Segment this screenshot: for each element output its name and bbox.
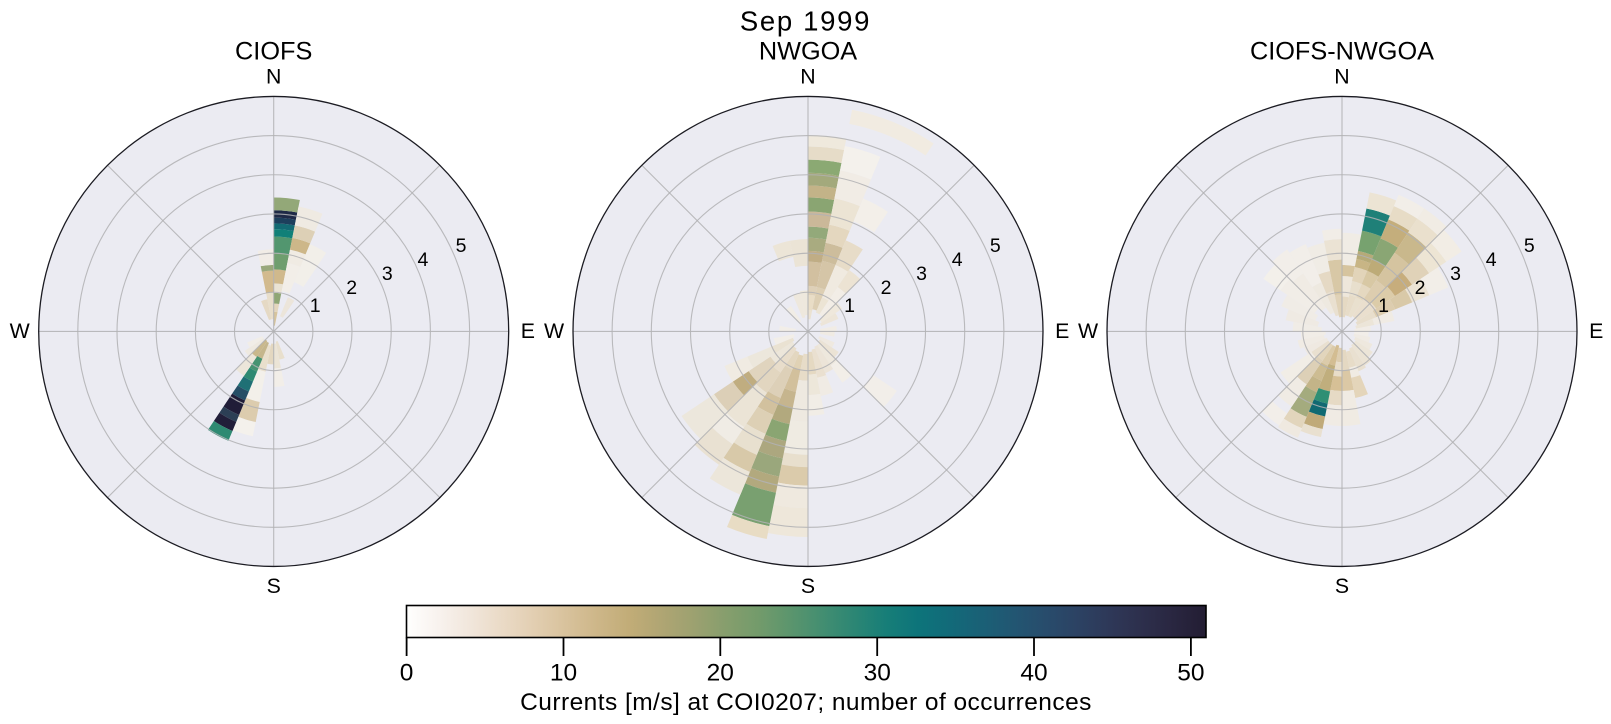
svg-text:N: N xyxy=(800,65,815,89)
svg-text:W: W xyxy=(10,319,31,343)
svg-text:E: E xyxy=(1055,319,1069,343)
svg-text:1: 1 xyxy=(844,295,855,317)
svg-text:E: E xyxy=(1589,319,1603,343)
svg-text:W: W xyxy=(544,319,565,343)
svg-text:Sep 1999: Sep 1999 xyxy=(740,5,871,36)
svg-text:W: W xyxy=(1078,319,1099,343)
svg-text:5: 5 xyxy=(456,235,467,257)
svg-text:5: 5 xyxy=(1524,235,1535,257)
svg-text:CIOFS-NWGOA: CIOFS-NWGOA xyxy=(1250,38,1434,66)
svg-text:4: 4 xyxy=(952,249,963,271)
svg-text:20: 20 xyxy=(707,660,734,687)
svg-text:2: 2 xyxy=(881,277,892,299)
svg-text:3: 3 xyxy=(382,263,393,285)
svg-text:1: 1 xyxy=(1378,295,1389,317)
svg-text:2: 2 xyxy=(346,277,357,299)
svg-text:4: 4 xyxy=(417,249,428,271)
svg-text:N: N xyxy=(1334,65,1349,89)
svg-text:4: 4 xyxy=(1486,249,1497,271)
svg-text:3: 3 xyxy=(1450,263,1461,285)
svg-text:0: 0 xyxy=(400,660,414,687)
svg-text:E: E xyxy=(521,319,535,343)
svg-text:NWGOA: NWGOA xyxy=(759,38,857,66)
svg-text:CIOFS: CIOFS xyxy=(235,38,312,66)
svg-text:10: 10 xyxy=(550,660,577,687)
svg-text:5: 5 xyxy=(990,235,1001,257)
svg-text:3: 3 xyxy=(916,263,927,285)
svg-text:2: 2 xyxy=(1415,277,1426,299)
svg-text:50: 50 xyxy=(1177,660,1204,687)
svg-text:N: N xyxy=(266,65,281,89)
svg-text:30: 30 xyxy=(864,660,891,687)
svg-text:S: S xyxy=(267,574,281,598)
svg-text:S: S xyxy=(1335,574,1349,598)
svg-text:S: S xyxy=(801,574,815,598)
svg-text:Currents [m/s] at COI0207; num: Currents [m/s] at COI0207; number of occ… xyxy=(520,689,1092,716)
svg-text:1: 1 xyxy=(310,295,321,317)
svg-text:40: 40 xyxy=(1020,660,1047,687)
